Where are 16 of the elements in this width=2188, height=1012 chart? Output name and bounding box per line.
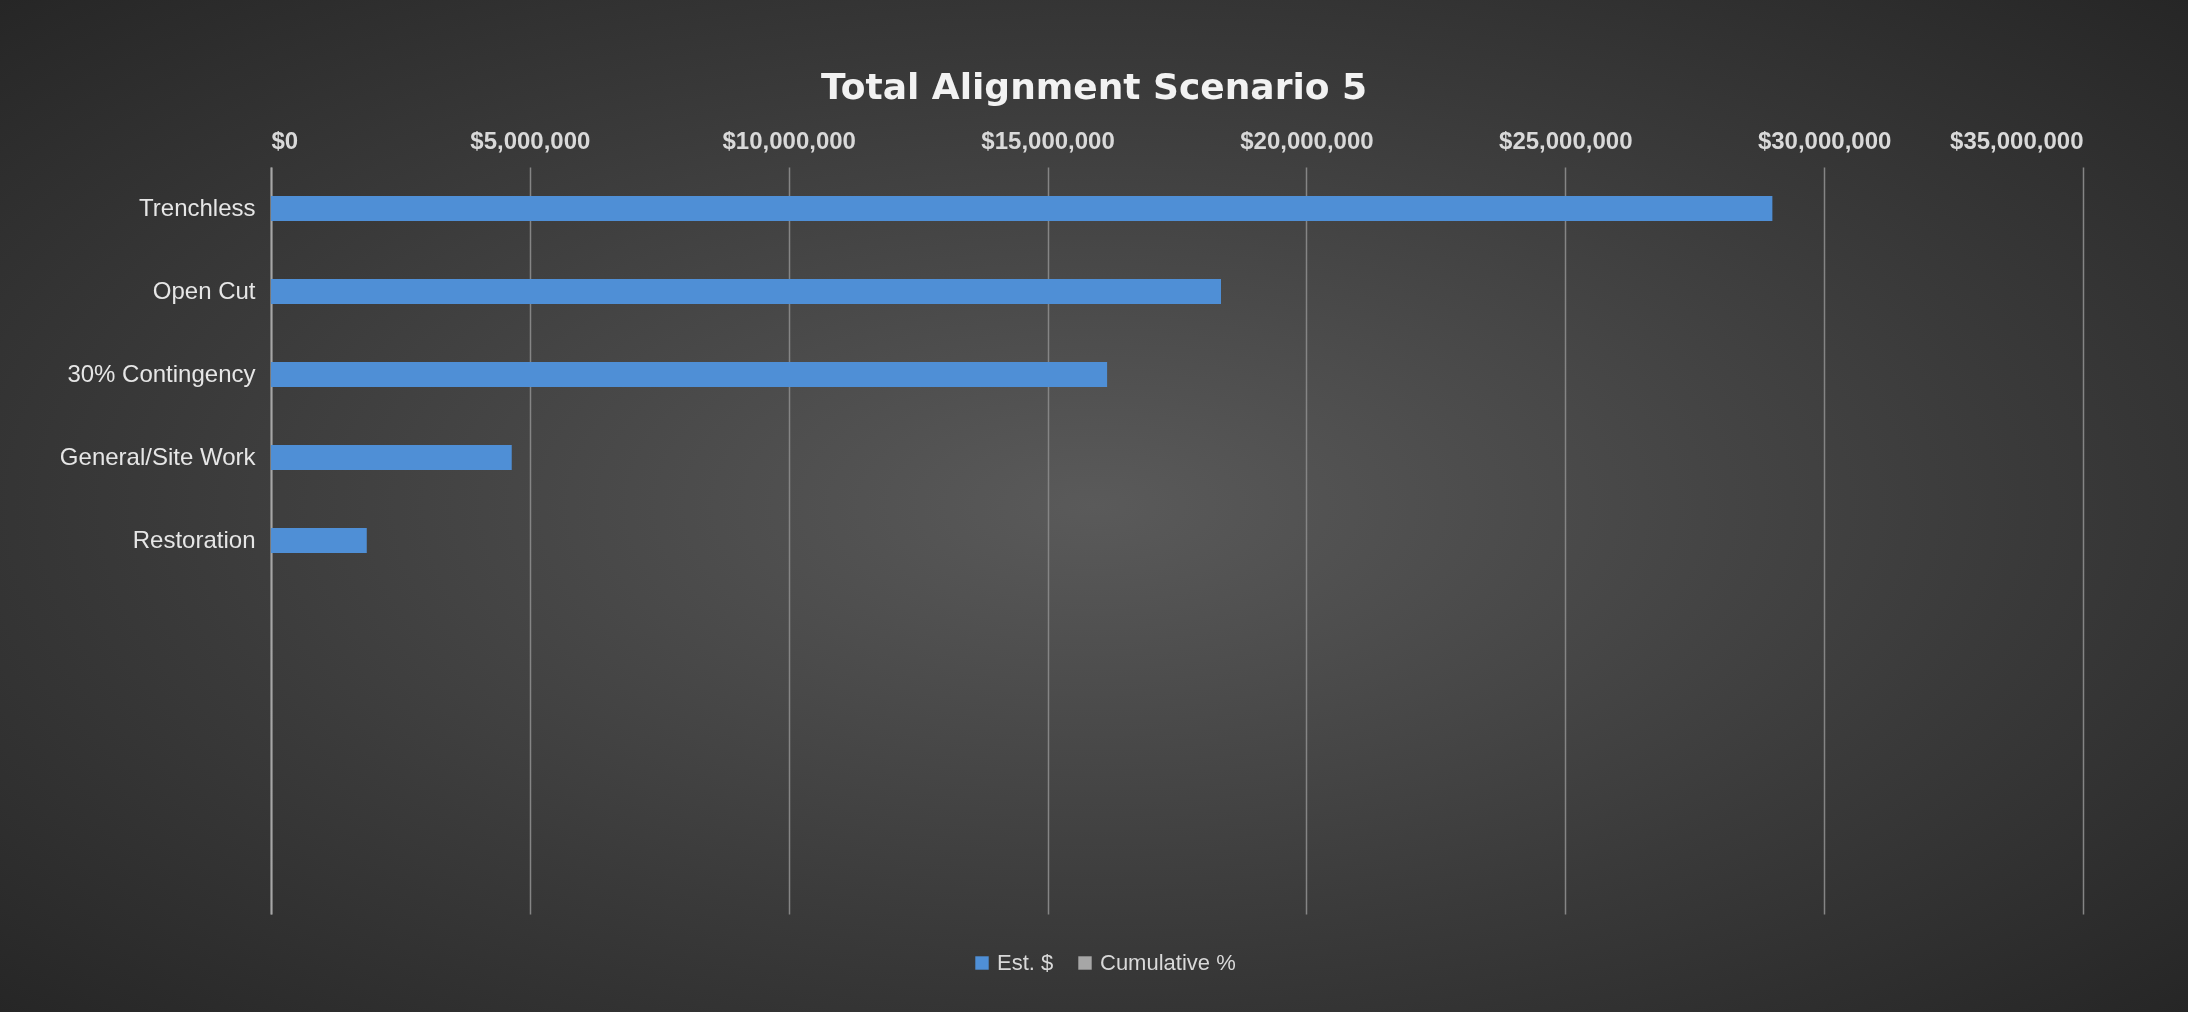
legend-label: Est. $: [997, 950, 1054, 975]
y-tick-label: Restoration: [132, 525, 256, 553]
chart-title: Total Alignment Scenario 5: [820, 66, 1368, 107]
x-tick-label: $20,000,000: [1240, 126, 1374, 154]
x-tick-label: $35,000,000: [1950, 126, 2084, 154]
y-tick-label: General/Site Work: [59, 442, 257, 470]
y-tick-label: Open Cut: [152, 276, 256, 304]
x-tick-label: $15,000,000: [981, 126, 1115, 154]
x-tick-label: $10,000,000: [722, 126, 856, 154]
x-tick-label: $25,000,000: [1499, 126, 1633, 154]
y-tick-label: Trenchless: [139, 193, 256, 221]
x-tick-label: $30,000,000: [1757, 126, 1892, 154]
legend-label: Cumulative %: [1100, 950, 1236, 975]
y-tick-label: 30% Contingency: [67, 359, 256, 387]
x-tick-label: $5,000,000: [470, 126, 591, 154]
x-tick-label: $0: [271, 126, 299, 154]
